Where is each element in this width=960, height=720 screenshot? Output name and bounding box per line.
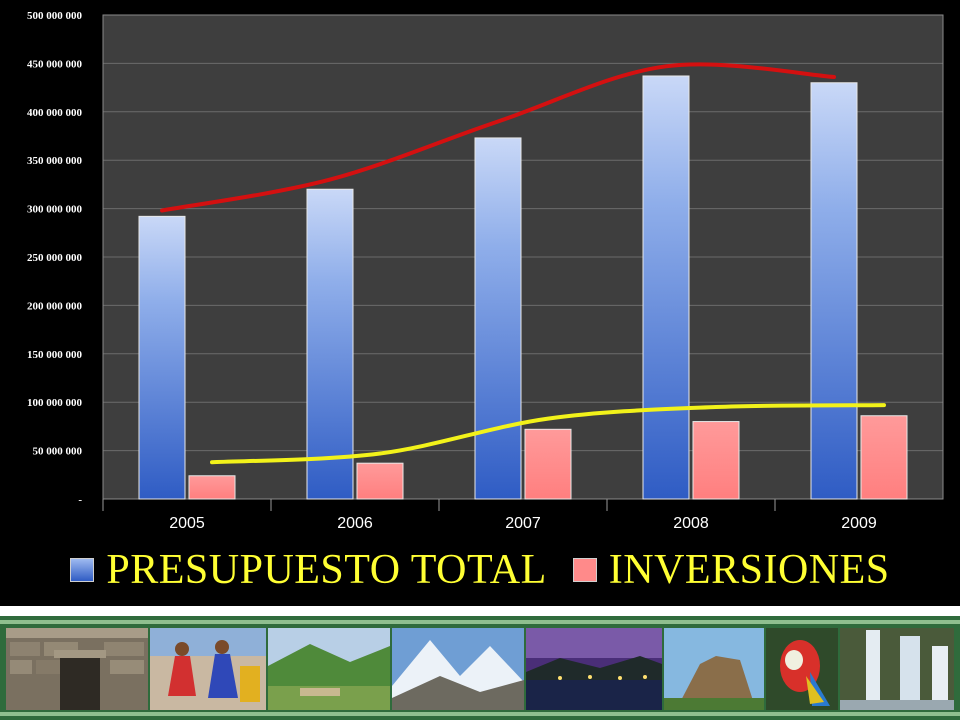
bar-presupuesto: [138, 215, 186, 500]
x-tick-label: 2007: [505, 515, 541, 532]
trendlines: [160, 62, 886, 465]
x-axis-ticks: 2005 2006 2007 2008 2009: [169, 515, 877, 532]
x-tick-label: 2006: [337, 515, 373, 532]
chart-svg: - 50 000 000 100 000 000 150 000 000 200 000…: [27, 10, 944, 532]
y-tick-label: 400 000 000: [27, 107, 83, 119]
bar-inversiones: [860, 415, 908, 500]
y-tick-label: 450 000 000: [27, 58, 83, 70]
photo-strip: [0, 616, 960, 720]
bar-presupuesto: [810, 82, 858, 500]
y-tick-label: 250 000 000: [27, 252, 83, 264]
chart: - 50 000 000 100 000 000 150 000 000 200 000…: [0, 10, 960, 600]
legend-label-inversiones: INVERSIONES: [608, 547, 890, 593]
night-lake-photo: [526, 628, 662, 710]
y-tick-label: 350 000 000: [27, 155, 83, 167]
x-tick-label: 2005: [169, 515, 205, 532]
y-tick-label: 100 000 000: [27, 397, 83, 409]
y-tick-label: 50 000 000: [33, 446, 83, 458]
green-valley-photo: [268, 628, 390, 710]
legend-swatch-presupuesto: [70, 558, 95, 582]
snow-mountains-photo: [392, 628, 524, 710]
bars: [102, 75, 908, 511]
trendline-presupuesto: [160, 62, 836, 213]
y-tick-label: 500 000 000: [27, 10, 83, 22]
x-tick-label: 2008: [673, 515, 709, 532]
festival-dancers-photo: [150, 628, 266, 710]
legend-swatch-inversiones: [572, 558, 597, 582]
plot-frame: [102, 14, 944, 500]
bar-inversiones: [188, 475, 236, 500]
chart-legend: PRESUPUESTO TOTAL INVERSIONES: [0, 540, 960, 600]
gridlines: [102, 14, 944, 500]
y-axis-ticks: - 50 000 000 100 000 000 150 000 000 200 000…: [27, 10, 83, 506]
bar-inversiones: [356, 462, 404, 500]
waterfall-photo: [840, 628, 954, 710]
separator-bar: [0, 606, 960, 616]
y-tick-label: 300 000 000: [27, 204, 83, 216]
bar-presupuesto: [306, 188, 354, 500]
bar-presupuesto: [642, 75, 690, 500]
macaw-parrot-photo: [766, 628, 838, 710]
x-tick-label: 2009: [841, 515, 877, 532]
stone-ruins-photo: [6, 628, 148, 710]
legend-item-inversiones: INVERSIONES: [572, 546, 890, 594]
bar-inversiones: [692, 421, 740, 500]
photo-strip-svg: [0, 616, 960, 720]
bar-presupuesto: [474, 137, 522, 500]
y-tick-label: 200 000 000: [27, 300, 83, 312]
rock-hill-photo: [664, 628, 764, 710]
legend-label-presupuesto: PRESUPUESTO TOTAL: [106, 547, 547, 593]
legend-item-presupuesto: PRESUPUESTO TOTAL: [70, 546, 546, 594]
y-tick-label: 150 000 000: [27, 349, 83, 361]
trendline-inversiones: [210, 403, 886, 465]
y-tick-label: -: [78, 494, 82, 506]
bar-inversiones: [524, 428, 572, 500]
